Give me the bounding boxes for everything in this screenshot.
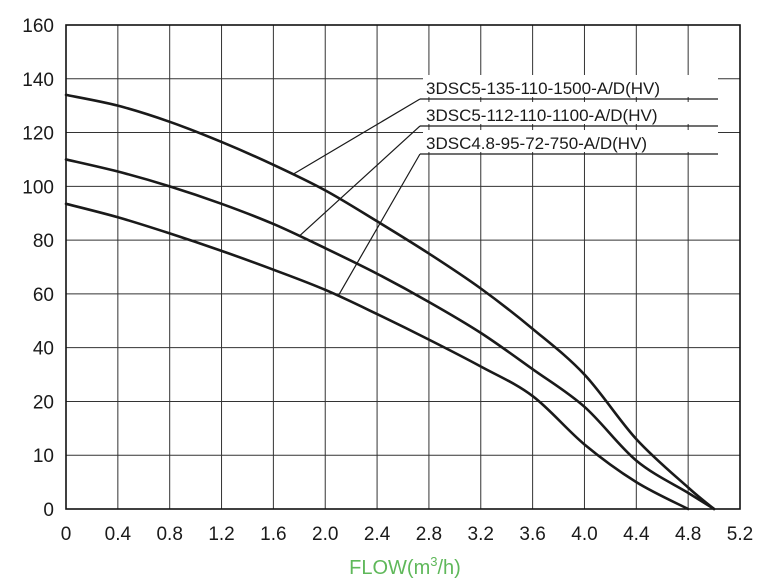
- y-tick-label: 40: [33, 339, 54, 360]
- y-tick-label: 10: [33, 446, 54, 467]
- x-tick-label: 4.4: [623, 524, 650, 545]
- x-axis-tick-labels: 0 0.4 0.8 1.2 1.6 2.0 2.4 2.8 3.2 3.6 4.0 4.4 4.8 5.2: [61, 524, 754, 545]
- y-tick-label: 160: [22, 16, 54, 37]
- legend-callouts: 3DSC5-135-110-1500-A/D(HV) 3DSC5-112-110-…: [292, 75, 718, 297]
- callout-label-bg: [423, 130, 718, 152]
- y-tick-label: 0: [43, 500, 54, 521]
- x-tick-label: 1.2: [208, 524, 234, 545]
- curve-line: [64, 93, 716, 511]
- series-label: 3DSC5-112-110-1100-A/D(HV): [426, 106, 657, 125]
- y-tick-label: 20: [33, 392, 54, 413]
- x-tick-label: 4.0: [571, 524, 597, 545]
- plot-frame: [65, 24, 741, 510]
- x-tick-label: 2.4: [364, 524, 391, 545]
- performance-curves: [64, 93, 716, 511]
- y-tick-label: 140: [22, 70, 54, 91]
- callout-leader-line: [292, 98, 421, 175]
- x-tick-label: 0.8: [156, 524, 182, 545]
- x-tick-label: 3.6: [519, 524, 545, 545]
- y-tick-label: 100: [22, 177, 54, 198]
- curve-line: [64, 202, 690, 511]
- x-tick-label: 4.8: [675, 524, 701, 545]
- curve-line: [64, 158, 716, 511]
- callout-leader-line: [337, 153, 421, 297]
- callout-label-bg: [423, 75, 718, 97]
- x-tick-label: 2.8: [416, 524, 442, 545]
- series-label: 3DSC4.8-95-72-750-A/D(HV): [426, 134, 647, 153]
- x-tick-label: 2.0: [312, 524, 338, 545]
- x-axis-title: FLOW(m3/h): [349, 554, 461, 579]
- callout-leader-line: [298, 125, 421, 237]
- x-tick-label: 0: [61, 524, 72, 545]
- y-tick-label: 60: [33, 285, 54, 306]
- y-tick-label: 120: [22, 124, 54, 145]
- y-tick-label: 80: [33, 231, 54, 252]
- series-label: 3DSC5-135-110-1500-A/D(HV): [426, 79, 660, 98]
- x-tick-label: 1.6: [260, 524, 286, 545]
- x-tick-label: 3.2: [468, 524, 494, 545]
- callout-label-bg: [423, 102, 718, 124]
- x-tick-label: 0.4: [105, 524, 132, 545]
- x-tick-label: 5.2: [727, 524, 753, 545]
- y-axis-tick-labels: 0 10 20 40 60 80 100 120 140 160: [22, 16, 54, 521]
